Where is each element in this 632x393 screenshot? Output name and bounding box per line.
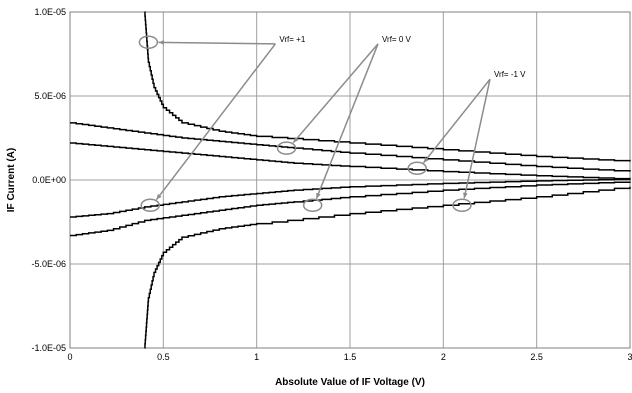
grid-layer (69, 11, 631, 349)
x-tick-label: 0.5 (157, 352, 170, 362)
annotation-arrow-line (463, 79, 491, 199)
annotation-arrow-line (315, 43, 379, 199)
iv-curve-1 (144, 11, 631, 162)
annotation-layer: Vrf= +1 Vrf= 0 V Vrf= -1 V (138, 35, 526, 212)
iv-curve-4 (70, 142, 631, 180)
tick-labels-layer: 0 0.5 1 1.5 2 2.5 3 1.0E-05 5.0E-06 0.0E+00 -5.0E-… (31, 7, 632, 362)
x-tick-label: 2.5 (530, 352, 543, 362)
annotation-label: Vrf= +1 (279, 35, 305, 44)
annotation-arrowhead (158, 40, 164, 45)
annotation-marker-ellipse (276, 141, 297, 155)
y-tick-label: -5.0E-06 (31, 259, 66, 269)
x-tick-label: 2 (441, 352, 446, 362)
annotation-arrowhead (423, 157, 429, 163)
annotation-label: Vrf= -1 V (494, 70, 526, 79)
iv-curve-5 (70, 178, 631, 218)
x-axis-title: Absolute Value of IF Voltage (V) (275, 377, 425, 388)
annotation-arrow-line (155, 43, 276, 201)
iv-curve-2 (144, 186, 631, 349)
annotation-label: Vrf= 0 V (382, 35, 411, 44)
x-tick-label: 1.5 (344, 352, 357, 362)
annotation-arrow-line (292, 43, 379, 144)
x-tick-label: 0 (67, 352, 72, 362)
iv-curve-6 (70, 181, 631, 237)
y-axis-title: IF Current (A) (6, 148, 17, 212)
annotation-arrow-line (158, 41, 276, 45)
annotation-marker-ellipse (140, 198, 161, 212)
annotation-arrow-line (422, 78, 491, 164)
curves-layer (70, 11, 631, 349)
y-tick-label: 0.0E+00 (32, 175, 66, 185)
iv-curve-3 (70, 122, 631, 172)
annotation-marker-ellipse (452, 198, 472, 212)
annotation-marker-ellipse (407, 161, 427, 175)
annotation-arrowhead (463, 192, 468, 199)
y-tick-label: 5.0E-06 (34, 91, 66, 101)
y-tick-label: -1.0E-05 (31, 343, 66, 353)
annotation-arrowhead (293, 137, 299, 143)
annotation-marker-ellipse (302, 198, 323, 212)
x-tick-label: 3 (627, 352, 632, 362)
annotation-arrowhead (316, 192, 321, 199)
y-tick-label: 1.0E-05 (34, 7, 66, 17)
annotation-marker-ellipse (138, 35, 159, 49)
annotation-arrowhead (156, 193, 162, 200)
x-tick-label: 1 (254, 352, 259, 362)
